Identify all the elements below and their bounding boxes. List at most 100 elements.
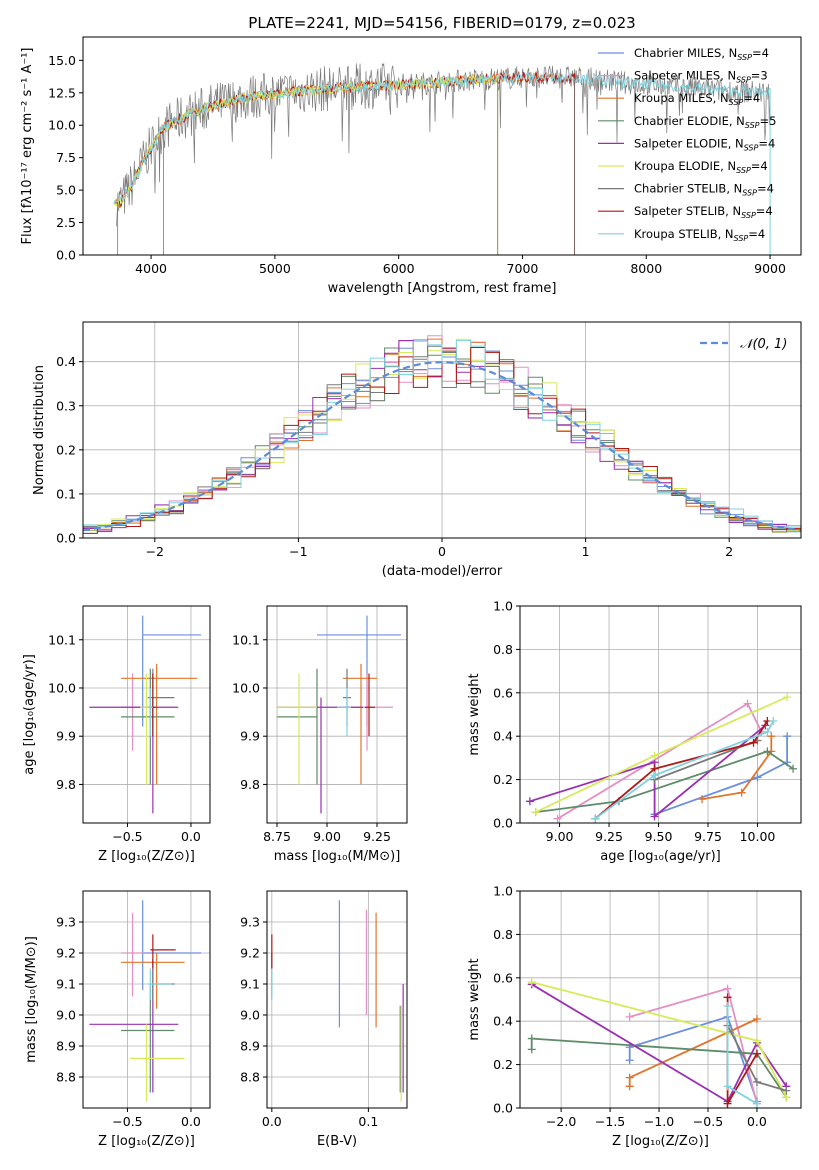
weight-line-chabrier_miles [628,1015,758,1102]
y-tick-label: 0.0 [56,531,76,546]
x-tick-label: 8.75 [263,829,291,844]
age-vs-mass-axes: 8.75 9.00 9.25 9.8 9.9 10.0 10.1 mass [log₁₀(M/… [232,605,408,864]
y-tick-label: 8.9 [56,1039,76,1054]
x-tick-label: 9.25 [363,829,391,844]
weight-line-chabrier_elodie [530,1037,788,1098]
x-tick-label: 9.50 [645,829,673,844]
y-tick-label: 10.1 [48,632,76,647]
x-axis-label: Z [log₁₀(Z/Z⊙)] [98,1134,195,1149]
plot-area [525,693,798,823]
x-axis-label: E(B-V) [317,1134,357,1149]
weight-marker-chabrier_elodie [763,747,772,756]
y-tick-label: 9.3 [56,915,76,930]
spectrum-axes: 4000 5000 6000 7000 8000 9000 0.0 2.5 5.0 7.5 10.0… [20,36,802,296]
x-tick-label: −2 [146,544,164,559]
weight-line-salpeter_miles [557,702,763,820]
legend-label: 𝒩(0, 1) [740,337,787,352]
weight-marker-salpeter_miles [625,1012,634,1021]
y-tick-label: 0.2 [56,442,76,457]
y-tick-label: 0.2 [493,772,513,787]
weight-marker-kroupa_elodie [783,693,792,702]
x-tick-label: 0.0 [747,1114,767,1129]
weight-line-chabrier_miles [654,736,788,816]
x-tick-label: 7000 [507,261,539,276]
model-spectrum-kroupa_miles [113,70,575,255]
x-axis-label: Z [log₁₀(Z/Z⊙)] [98,849,195,864]
weight-marker-kroupa_elodie [650,751,659,760]
y-tick-label: 0.3 [56,398,76,413]
y-tick-label: 8.8 [240,1070,260,1085]
y-tick-label: 5.0 [56,183,76,198]
x-tick-label: −0.5 [112,1114,142,1129]
x-tick-label: 0.0 [181,829,201,844]
y-axis-label: mass weight [467,958,482,1040]
legend-label: Salpeter ELODIE, NSSP=4 [634,136,775,152]
x-tick-label: 5000 [259,261,291,276]
weight-line-salpeter_elodie [531,983,788,1103]
legend-label: Salpeter STELIB, NSSP=4 [634,204,773,220]
y-tick-label: 9.1 [56,977,76,992]
weight-marker-kroupa_miles [767,732,776,741]
x-axis-label: wavelength [Angstrom, rest frame] [328,281,557,296]
x-tick-label: 0 [438,544,446,559]
weight-marker-kroupa_miles [752,1015,761,1024]
plot-area [113,62,771,255]
weight-marker-kroupa_stelib [650,771,659,780]
model-spectrum-salpeter_stelib [116,70,575,255]
x-tick-label: 8000 [630,261,662,276]
weight-marker-salpeter_stelib [723,1099,732,1108]
plot-area [89,615,202,814]
axes-frame [266,605,408,824]
y-tick-label: 15.0 [48,53,76,68]
y-tick-label: 0.4 [493,1014,513,1029]
weight-marker-salpeter_miles [553,814,562,823]
plot-area [277,615,401,814]
y-tick-label: 10.0 [48,118,76,133]
legend-label: Kroupa ELODIE, NSSP=4 [634,159,768,175]
axes-frame [519,890,802,1109]
figure-title: PLATE=2241, MJD=54156, FIBERID=0179, z=0… [248,14,635,32]
normal-curve [83,360,801,532]
y-tick-label: 9.2 [56,946,76,961]
weight-marker-chabrier_elodie [527,1034,536,1043]
mass-vs-metallicity-axes: −0.5 0.0 8.8 8.9 9.0 9.1 9.2 9.3 Z [log₁₀(Z/Z⊙)]… [24,890,211,1149]
axes-frame [519,605,802,824]
weight-marker-kroupa_elodie [527,978,536,987]
plot-area [89,900,202,1102]
x-axis-label: mass [log₁₀(M/M⊙)] [274,849,401,864]
x-tick-label: 0.0 [181,1114,201,1129]
x-axis-label: Z [log₁₀(Z/Z⊙)] [612,1134,709,1149]
y-tick-label: 0.0 [493,816,513,831]
weight-marker-salpeter_miles [743,699,752,708]
age-vs-metallicity-axes: −0.5 0.0 9.8 9.9 10.0 10.1 Z [log₁₀(Z/Z⊙)] age … [22,605,211,864]
y-tick-label: 8.8 [56,1070,76,1085]
weight-line-salpeter_elodie [529,724,766,819]
x-tick-label: 9000 [754,261,786,276]
y-axis-label: age [log₁₀(age/yr)] [22,654,37,775]
x-tick-label: 1 [582,544,590,559]
legend-label: Chabrier STELIB, NSSP=4 [634,182,774,198]
legend-label: Salpeter MILES, NSSP=3 [634,69,768,85]
weight-marker-kroupa_miles [625,1082,634,1091]
y-tick-label: 0.8 [493,642,513,657]
x-tick-label: 9.25 [595,829,623,844]
weight-marker-salpeter_stelib [723,993,732,1002]
y-tick-label: 8.9 [240,1039,260,1054]
weight-marker-kroupa_elodie [531,808,540,817]
y-tick-label: 10.0 [232,680,260,695]
weight-line-kroupa_elodie [535,696,788,813]
weight-marker-kroupa_miles [625,1073,634,1082]
weight-marker-kroupa_stelib [723,1082,732,1091]
y-tick-label: 0.8 [493,927,513,942]
y-tick-label: 0.6 [493,685,513,700]
weight-marker-chabrier_miles [783,732,792,741]
x-axis-label: age [log₁₀(age/yr)] [600,849,721,864]
weight-line-chabrier_elodie [535,750,794,813]
y-tick-label: 9.9 [240,729,260,744]
y-tick-label: 1.0 [493,884,513,899]
x-tick-label: −2.0 [546,1114,576,1129]
x-tick-label: 2 [725,544,733,559]
plot-area [271,900,404,1102]
weight-line-kroupa_miles [701,736,773,800]
